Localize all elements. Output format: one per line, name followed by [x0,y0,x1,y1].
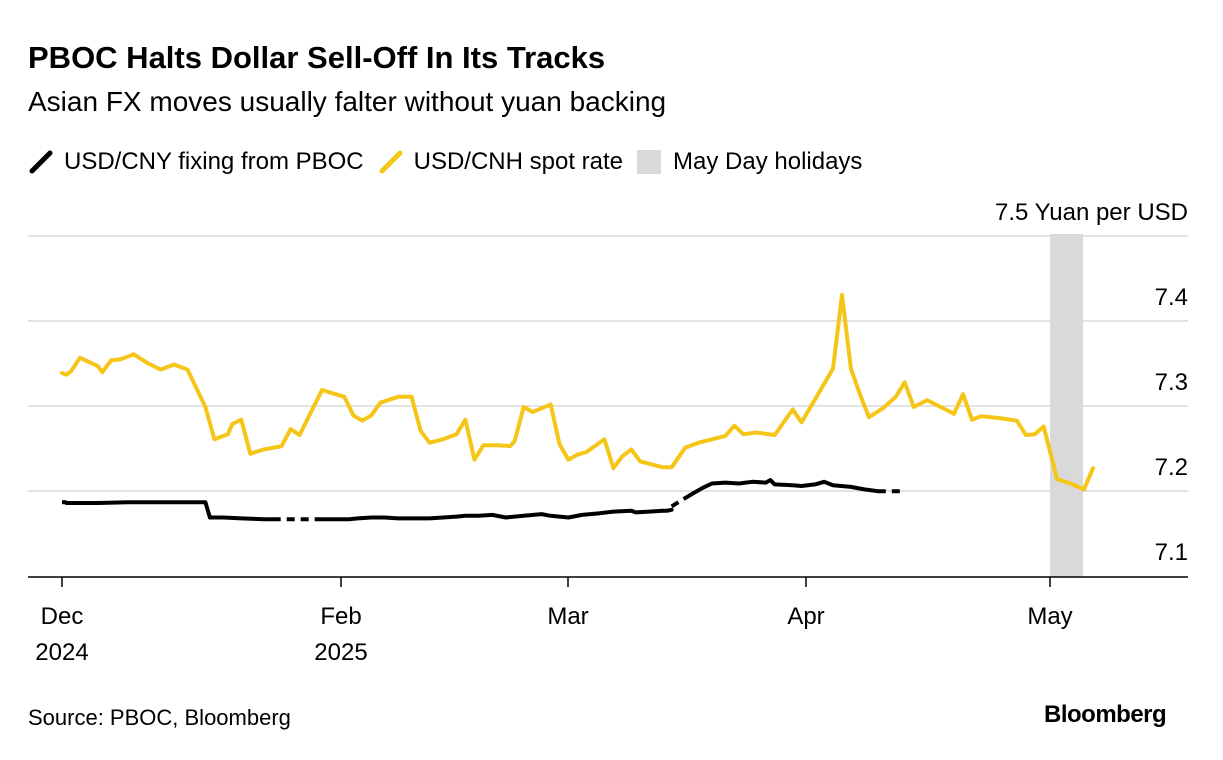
x-tick-label: Dec [41,603,84,630]
x-axis: Dec 2024 Feb 2025 Mar Apr May [28,576,1188,666]
x-tick-label: Mar [547,603,588,630]
gray-box-swatch-icon [637,150,662,174]
y-axis-labels: 7.5 Yuan per USD 7.4 7.3 7.2 7.1 [995,199,1188,566]
fixing-series-line-solid [64,500,275,522]
legend-item-fixing: USD/CNY fixing from PBOC [28,148,364,176]
yellow-line-swatch-icon [379,150,403,174]
y-tick-label: 7.3 [1155,369,1188,396]
chart-legend: USD/CNY fixing from PBOC USD/CNH spot ra… [28,146,876,178]
legend-label-fixing: USD/CNY fixing from PBOC [64,148,364,175]
x-tick-label: 2024 [35,639,88,666]
fixing-series-line-solid [315,507,674,522]
black-line-swatch-icon [29,150,53,174]
legend-item-spot: USD/CNH spot rate [378,148,623,176]
spot-series-line-solid [60,292,1095,492]
legend-label-spot: USD/CNH spot rate [413,148,624,175]
fixing-series-line-solid [687,478,880,498]
bloomberg-logo: Bloomberg [1044,701,1167,728]
fixing-series-line-dashed [670,493,691,509]
legend-label-holidays: May Day holidays [673,148,863,175]
legend-item-holidays: May Day holidays [637,148,862,176]
y-tick-label: 7.1 [1155,539,1188,566]
y-tick-label: 7.4 [1155,284,1188,311]
y-tick-label: 7.5 Yuan per USD [995,199,1188,226]
chart-title: PBOC Halts Dollar Sell-Off In Its Tracks [28,40,606,75]
x-tick-label: 2025 [314,639,367,666]
series-lines [60,292,1095,522]
chart-subtitle: Asian FX moves usually falter without yu… [28,86,667,117]
source-note: Source: PBOC, Bloomberg [28,705,291,730]
x-tick-label: May [1027,603,1072,630]
y-tick-label: 7.2 [1155,454,1188,481]
gridlines [28,235,1188,492]
x-tick-label: Feb [320,603,361,630]
x-tick-label: Apr [787,603,824,630]
